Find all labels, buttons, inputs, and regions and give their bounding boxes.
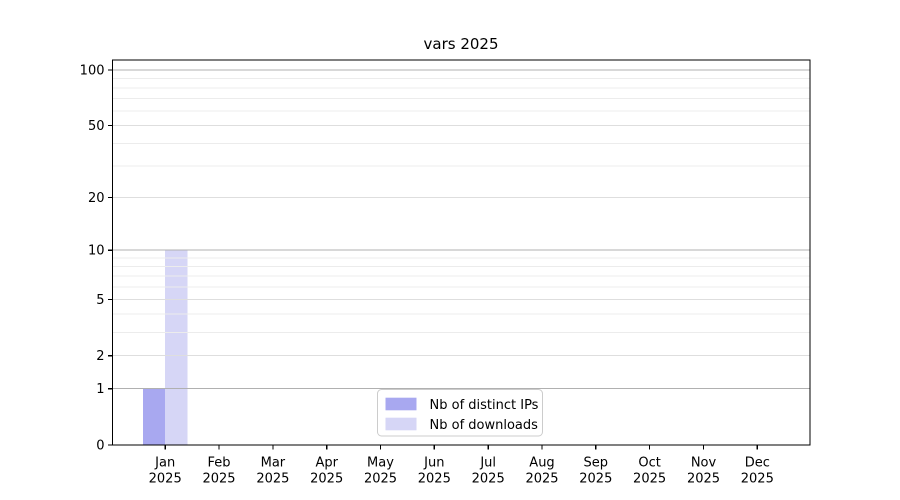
- x-tick-label-year: 2025: [687, 472, 720, 487]
- x-tick-label-year: 2025: [741, 472, 774, 487]
- x-tick-label-month: Sep: [584, 456, 609, 471]
- x-tick-label-month: Feb: [207, 456, 230, 471]
- legend-label-series-1: Nb of downloads: [430, 418, 539, 433]
- x-tick-label-year: 2025: [364, 472, 397, 487]
- y-tick-label: 5: [96, 293, 104, 308]
- x-tick-label-year: 2025: [256, 472, 289, 487]
- x-tick-label-month: Aug: [529, 456, 554, 471]
- y-tick-label: 1: [96, 382, 104, 397]
- y-tick-label: 50: [88, 119, 105, 134]
- chart-title: vars 2025: [424, 35, 499, 53]
- label-layer: 0125102050100Jan2025Feb2025Mar2025Apr202…: [80, 64, 774, 487]
- grid-layer: [112, 69, 810, 390]
- legend-swatch-series-1: [385, 417, 417, 431]
- x-tick-label-month: Oct: [638, 456, 660, 471]
- spine-layer: [111, 59, 811, 446]
- y-tick-label: 20: [88, 191, 105, 206]
- x-tick-label-month: Nov: [691, 456, 717, 471]
- x-tick-label-year: 2025: [310, 472, 343, 487]
- y-tick-label: 2: [96, 349, 104, 364]
- legend-swatch-series-0: [385, 397, 417, 411]
- x-tick-label-year: 2025: [202, 472, 235, 487]
- x-tick-label-year: 2025: [579, 472, 612, 487]
- legend-box: [377, 389, 543, 437]
- x-tick-label-month: May: [367, 456, 394, 471]
- x-tick-label-year: 2025: [149, 472, 182, 487]
- x-tick-label-year: 2025: [418, 472, 451, 487]
- x-tick-label-year: 2025: [472, 472, 505, 487]
- bars-layer: [142, 250, 188, 445]
- x-tick-label-year: 2025: [525, 472, 558, 487]
- y-tick-label: 0: [96, 439, 104, 454]
- x-tick-label-month: Mar: [261, 456, 286, 471]
- tick-layer: [108, 69, 758, 450]
- bar-jan-series-0: [142, 388, 166, 445]
- x-tick-label-month: Apr: [315, 456, 338, 471]
- x-tick-label-month: Jun: [423, 456, 444, 471]
- bar-jan-series-1: [165, 250, 188, 445]
- x-tick-label-month: Jan: [154, 456, 175, 471]
- x-tick-label-month: Jul: [479, 456, 496, 471]
- x-tick-label-year: 2025: [633, 472, 666, 487]
- y-tick-label: 100: [80, 64, 105, 79]
- plot-border: [111, 59, 811, 446]
- y-tick-label: 10: [88, 244, 105, 259]
- x-tick-label-month: Dec: [745, 456, 770, 471]
- legend-label-series-0: Nb of distinct IPs: [430, 398, 539, 413]
- legend: Nb of distinct IPs Nb of downloads: [377, 389, 543, 437]
